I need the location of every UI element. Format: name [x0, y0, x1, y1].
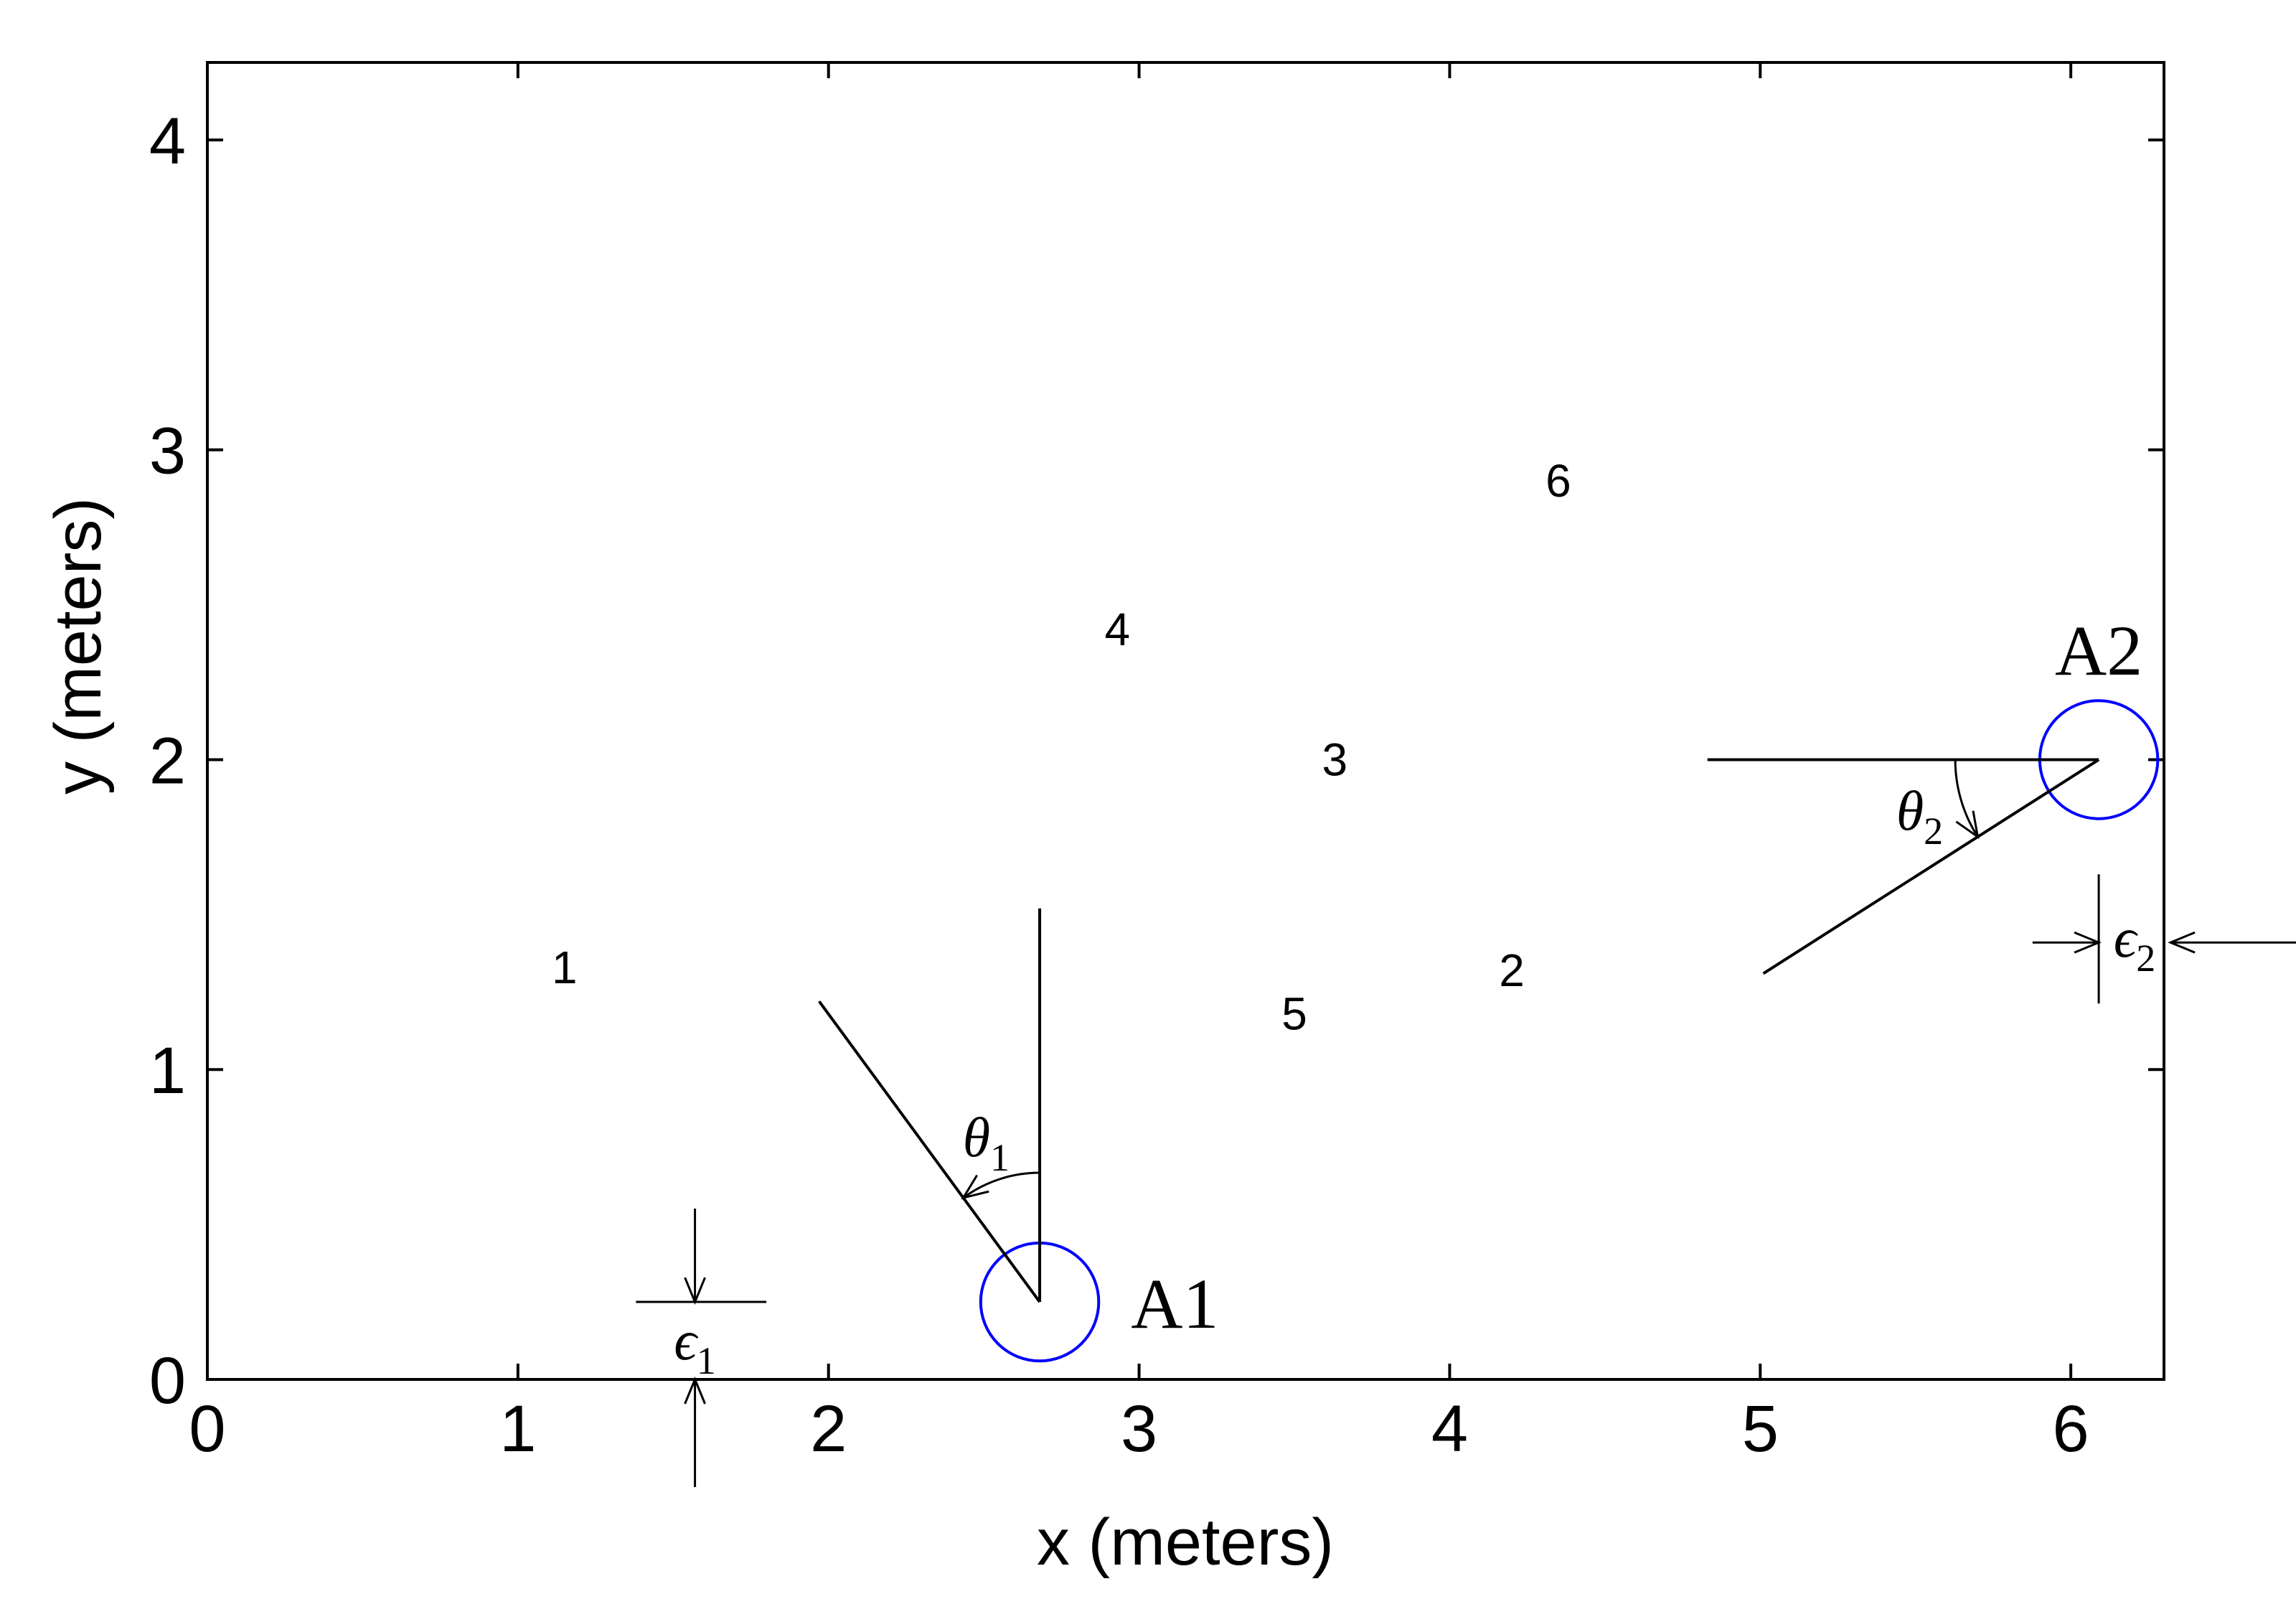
x-tick-label: 6	[2053, 1392, 2089, 1466]
y-tick-label: 1	[149, 1034, 186, 1107]
plot-frame	[206, 61, 2165, 1381]
anchor-label: A2	[2055, 611, 2142, 690]
error-arrowhead	[2074, 931, 2102, 954]
error-arrowhead	[684, 1277, 706, 1305]
error-arrowhead	[2168, 931, 2196, 954]
y-axis-label: y (meters)	[42, 497, 115, 794]
angle-arrowhead	[961, 1174, 989, 1200]
point-labels: 1 2 3 4 5 6	[552, 455, 1571, 1040]
point-label: 3	[1322, 733, 1347, 785]
y-axis-ticks: 0 1 2 3 4	[149, 105, 2164, 1417]
y-tick-label: 3	[149, 415, 186, 488]
bearing-ray	[1762, 758, 2100, 975]
angle-label: θ2	[1896, 779, 1943, 853]
error-label: ϵ1	[674, 1309, 715, 1382]
angle-arc	[1954, 759, 1979, 838]
x-tick-label: 4	[1431, 1392, 1468, 1466]
error-label: ϵ2	[2114, 906, 2155, 980]
anchors: θ1 A1 θ2 A2	[818, 611, 2160, 1363]
x-axis-label: x (meters)	[1037, 1506, 1334, 1579]
x-tick-label: 1	[499, 1392, 536, 1466]
y-tick-label: 2	[149, 724, 186, 797]
bearing-ray	[818, 1000, 1041, 1303]
x-tick-label: 5	[1742, 1392, 1779, 1466]
y-tick-label: 4	[149, 105, 186, 178]
y-tick-label: 0	[149, 1344, 186, 1417]
point-label: 2	[1499, 944, 1525, 996]
x-tick-label: 3	[1121, 1392, 1157, 1466]
point-label: 4	[1104, 604, 1130, 655]
x-axis-ticks: 0 1 2 3 4 5 6	[189, 62, 2089, 1466]
error-arrowhead	[684, 1377, 706, 1405]
angle-arc	[962, 1171, 1040, 1199]
point-label: 1	[552, 942, 578, 993]
point-label: 5	[1281, 988, 1307, 1040]
x-tick-label: 2	[810, 1392, 847, 1466]
error-markers: ϵ1 ϵ2	[636, 874, 2296, 1487]
anchor-label: A1	[1131, 1264, 1218, 1344]
point-label: 6	[1545, 455, 1571, 507]
x-tick-label: 0	[189, 1392, 225, 1466]
angle-label: θ1	[963, 1106, 1010, 1179]
angle-arrowhead	[1955, 810, 1980, 840]
